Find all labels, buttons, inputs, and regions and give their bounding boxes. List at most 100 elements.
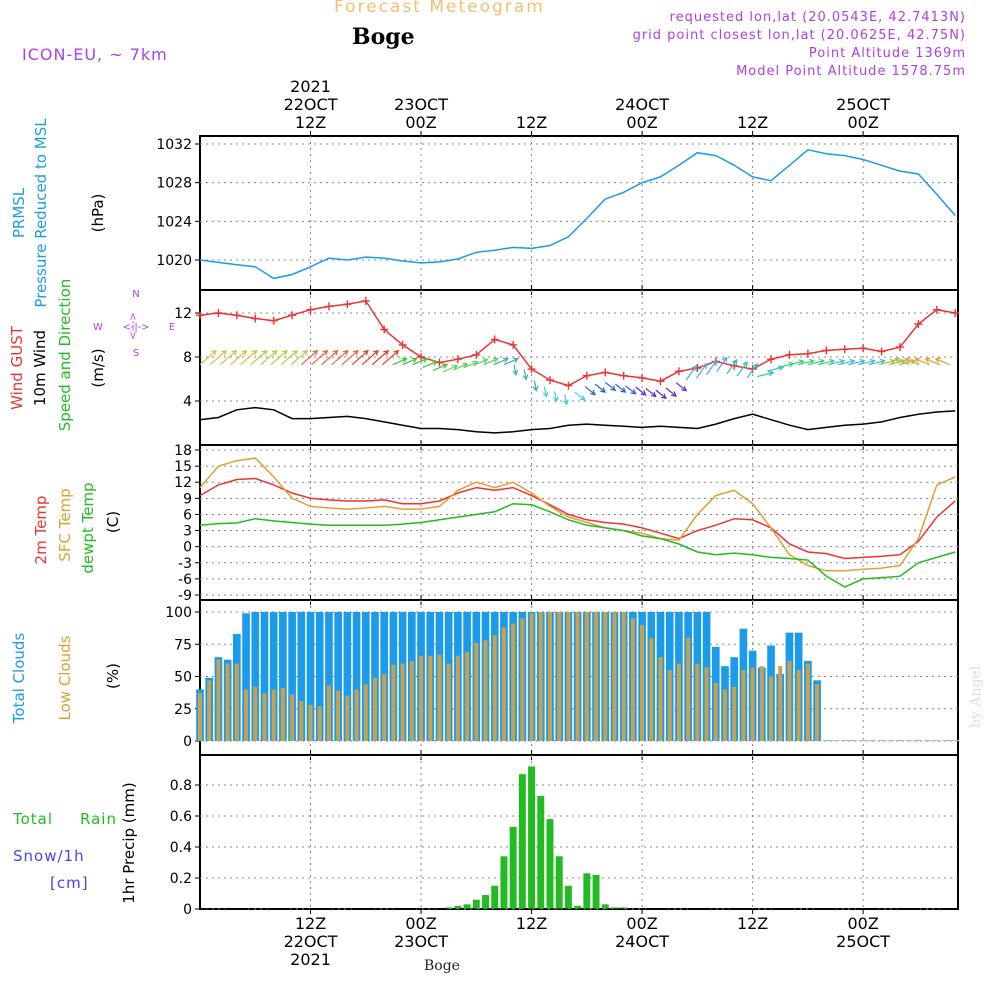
bottom-time-label: 00Z (405, 914, 436, 933)
location-title: Boge (352, 24, 415, 50)
low-cloud-bar (584, 612, 589, 741)
wind-direction-arrow (290, 349, 309, 366)
low-cloud-bar (197, 693, 203, 741)
closest-coords: grid point closest lon,lat (20.0625E, 42… (632, 28, 966, 43)
low-cloud-bar (667, 670, 672, 741)
rain-bar (583, 873, 591, 909)
gust-line (199, 300, 956, 387)
wind-direction-arrow (604, 381, 617, 392)
gust-marker (232, 311, 241, 320)
gust-marker (417, 353, 426, 361)
wind-direction-arrow (746, 362, 758, 379)
wind-unit: (m/s) (89, 348, 107, 387)
total-cloud-bar (306, 612, 315, 741)
model-label: ICON-EU, ~ 7km (22, 45, 168, 64)
rain-bar (454, 905, 462, 909)
total-cloud-bar (932, 740, 941, 741)
gust-marker (859, 344, 868, 353)
wind-direction-arrow (675, 382, 688, 392)
footer-location: Boge (424, 958, 460, 974)
wind-direction-arrow (512, 364, 519, 376)
wind-direction-arrow (280, 349, 298, 366)
total-cloud-bar (260, 612, 269, 741)
wind-direction-arrow (574, 391, 586, 401)
dewpt-label: dewpt Temp (79, 482, 97, 573)
wind-direction-arrow (848, 358, 866, 366)
gust-marker (288, 311, 297, 320)
low-cloud-bar (538, 612, 543, 741)
low-cloud-bar (372, 677, 378, 741)
rain-bar (500, 856, 508, 909)
low-cloud-bar (501, 627, 506, 741)
ytick-label: 0 (183, 734, 192, 750)
wind-direction-arrow (331, 349, 349, 366)
total-cloud-bar (831, 740, 840, 741)
ytick-label: 4 (183, 394, 192, 410)
wind-direction-arrow (260, 349, 278, 366)
low-cloud-bar (676, 663, 681, 741)
low-cloud-bar (336, 690, 341, 741)
wind-direction-arrow (209, 349, 228, 366)
gust-marker (527, 365, 536, 374)
gust-marker (803, 349, 812, 358)
gust-marker (877, 347, 886, 356)
total-cloud-bar (868, 740, 877, 741)
low-cloud-bar (225, 663, 230, 741)
clouds-unit: (%) (104, 663, 122, 689)
wind-direction-arrow (250, 349, 268, 366)
tsfc-line (199, 457, 956, 572)
gust-marker (343, 300, 352, 309)
wind-direction-arrow (503, 357, 520, 366)
low-cloud-bar (391, 664, 396, 741)
point-altitude: Point Altitude 1369m (808, 46, 966, 61)
rain-bar (592, 874, 600, 909)
gust-marker (490, 335, 499, 344)
wind-direction-arrow (695, 363, 708, 379)
low-cloud-bar (455, 655, 460, 741)
precip-cm-label: [cm] (50, 874, 89, 892)
top-date-label: 22OCT (284, 95, 338, 114)
low-cloud-bar (815, 684, 820, 741)
compass-n-label: N (132, 289, 139, 300)
low-cloud-bar (575, 612, 580, 741)
low-cloud-bar (308, 704, 313, 741)
low-cloud-bar (474, 642, 479, 741)
low-cloud-bar (805, 663, 810, 741)
bottom-date-label: 23OCT (394, 932, 448, 951)
low-cloud-bar (603, 612, 608, 741)
wind-direction-arrow (685, 364, 698, 381)
low-cloud-bar (769, 676, 774, 741)
wind-direction-arrow (351, 349, 369, 366)
gust-marker (380, 325, 389, 334)
rain-bar (546, 819, 554, 909)
low-cloud-bar (722, 689, 727, 741)
low-cloud-bar (704, 667, 709, 741)
wind-direction-arrow (827, 358, 846, 366)
total-cloud-bar (896, 740, 904, 741)
ytick-label: 12 (174, 306, 192, 322)
total-cloud-bar (242, 613, 250, 741)
wind-direction-arrow (412, 357, 428, 366)
total-cloud-bar (840, 740, 849, 741)
top-time-label: 12Z (516, 113, 547, 132)
low-cloud-bar (520, 618, 525, 741)
ytick-label: 0.6 (170, 809, 192, 825)
ytick-label: 0.2 (170, 871, 192, 887)
top-time-label: 12Z (295, 113, 326, 132)
low-cloud-bar (253, 686, 258, 741)
t2m-label: 2m Temp (32, 496, 50, 565)
tsfc-label: SFC Temp (56, 488, 74, 561)
gust-marker (196, 311, 204, 320)
precip-snow-label: Snow/1h (13, 847, 85, 865)
ytick-label: -9 (178, 588, 192, 604)
wind-direction-arrow (868, 358, 886, 366)
low-cloud-bar (382, 673, 387, 741)
ytick-label: 8 (183, 350, 192, 366)
low-cloud-bar (271, 689, 276, 741)
gust-marker (767, 355, 776, 364)
wind-direction-arrow (706, 359, 718, 375)
rain-bar (509, 826, 517, 909)
ytick-label: 9 (183, 491, 192, 507)
low-cloud-bar (290, 694, 295, 741)
